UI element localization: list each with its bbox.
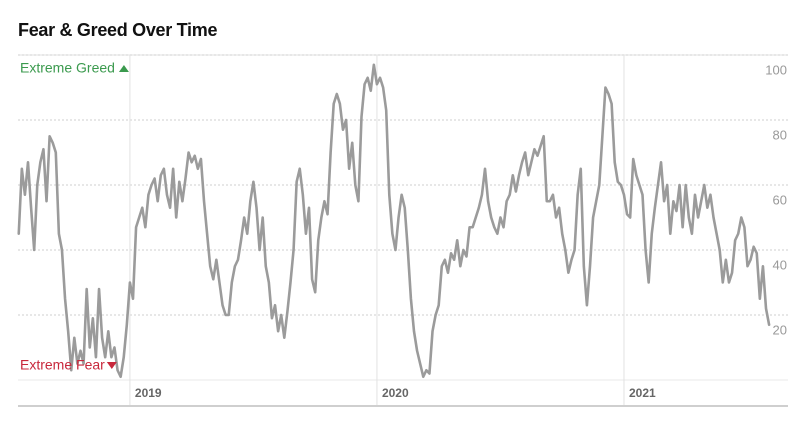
y-tick-label: 40 — [773, 257, 787, 272]
y-tick-label: 100 — [765, 62, 787, 77]
extreme-greed-label: Extreme Greed — [20, 60, 115, 76]
grid: 20 40 60 80 100 2019 2020 2021 — [18, 54, 788, 405]
x-tick-label: 2020 — [382, 386, 409, 400]
plot — [17, 63, 771, 379]
y-tick-label: 80 — [773, 127, 787, 142]
chart-title: Fear & Greed Over Time — [18, 20, 217, 40]
x-tick-label: 2021 — [629, 386, 656, 400]
fear-greed-line — [17, 63, 771, 379]
extreme-fear-label: Extreme Fear — [20, 357, 105, 373]
y-tick-label: 60 — [773, 192, 787, 207]
y-tick-label: 20 — [773, 322, 787, 337]
x-tick-label: 2019 — [135, 386, 162, 400]
greed-arrow — [118, 65, 129, 72]
fear-arrow — [106, 362, 117, 369]
